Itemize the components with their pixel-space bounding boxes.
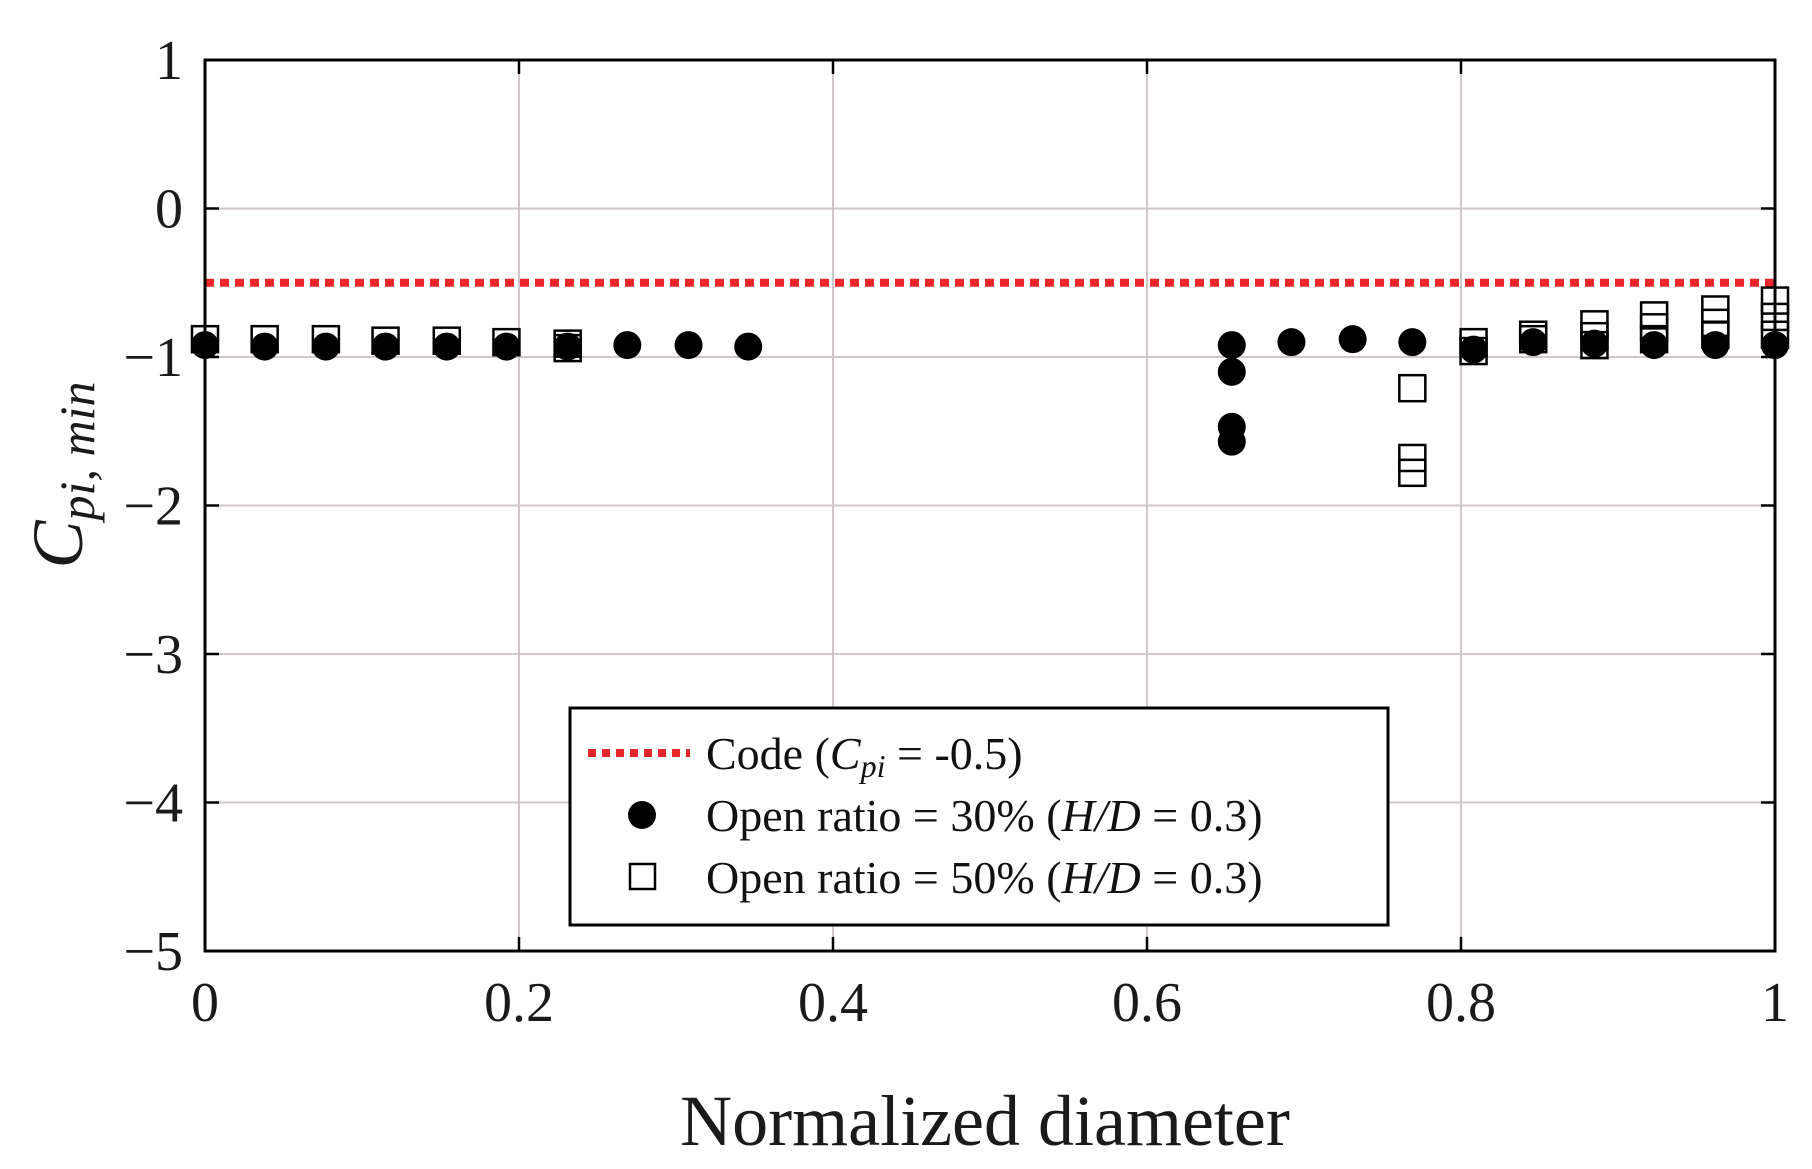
point-open-ratio-50: [190, 324, 220, 354]
point-open-ratio-30: [1701, 331, 1730, 360]
legend-50-marker: [628, 862, 657, 891]
x-tick-label: 1: [1761, 972, 1789, 1034]
point-open-ratio-30: [553, 332, 582, 361]
x-tick-label: 0.8: [1426, 972, 1496, 1034]
y-tick-label: −5: [123, 921, 183, 983]
point-open-ratio-50: [311, 324, 341, 354]
point-open-ratio-30: [492, 332, 521, 361]
point-open-ratio-30: [432, 332, 461, 361]
y-tick-label: 1: [155, 30, 183, 92]
point-open-ratio-50: [492, 327, 521, 357]
y-tick-label: −4: [123, 773, 183, 835]
point-open-ratio-30: [1338, 325, 1367, 354]
point-open-ratio-30: [1217, 357, 1246, 386]
x-tick-label: 0: [191, 972, 219, 1034]
axis-ticks: 0 0.2 0.4 0.6 0.8 1 1 0 −1 −2 −3 −4 −5: [123, 30, 1789, 1034]
legend-code-label: Code (Cpi = -0.5): [706, 728, 1023, 784]
point-open-ratio-50: [250, 324, 279, 354]
y-tick-label: 0: [155, 179, 183, 241]
y-tick-label: −3: [123, 624, 183, 686]
point-open-ratio-50: [1760, 320, 1790, 349]
y-axis-title-main: C: [18, 519, 98, 568]
point-open-ratio-50: [1518, 324, 1548, 354]
point-open-ratio-50: [1398, 443, 1427, 473]
point-open-ratio-50: [1760, 286, 1790, 315]
point-open-ratio-50: [553, 333, 582, 363]
point-open-ratio-30: [371, 332, 400, 361]
legend-30-label: Open ratio = 30% (H/D = 0.3): [706, 790, 1263, 841]
point-open-ratio-30: [1580, 329, 1609, 358]
x-tick-label: 0.4: [798, 972, 868, 1034]
legend-50-label: Open ratio = 50% (H/D = 0.3): [706, 852, 1263, 903]
point-open-ratio-30: [734, 332, 763, 361]
legend-30-marker: [628, 801, 656, 829]
point-open-ratio-50: [1398, 373, 1427, 403]
point-open-ratio-50: [1760, 302, 1790, 332]
point-open-ratio-30: [674, 331, 703, 360]
x-tick-label: 0.2: [484, 972, 554, 1034]
point-open-ratio-50: [432, 326, 462, 355]
point-open-ratio-30: [613, 331, 642, 360]
point-open-ratio-50: [1580, 330, 1609, 360]
point-open-ratio-30: [1217, 331, 1246, 360]
data-markers: [190, 286, 1790, 488]
point-open-ratio-30: [1459, 335, 1488, 364]
point-open-ratio-30: [1217, 427, 1246, 456]
point-open-ratio-30: [1519, 328, 1548, 357]
point-open-ratio-50: [1701, 320, 1730, 349]
x-tick-label: 0.6: [1112, 972, 1182, 1034]
y-axis-title: Cpi, min: [18, 382, 105, 569]
point-open-ratio-30: [311, 332, 340, 361]
y-tick-label: −1: [123, 327, 183, 389]
x-axis-title: Normalized diameter: [680, 1081, 1290, 1161]
point-open-ratio-30: [1761, 331, 1789, 360]
point-open-ratio-30: [191, 331, 219, 360]
y-axis-title-sub: pi, min: [49, 382, 105, 524]
legend-box: [568, 706, 1390, 927]
y-tick-label: −2: [123, 476, 183, 538]
point-open-ratio-30: [250, 332, 279, 361]
point-open-ratio-30: [1398, 328, 1427, 357]
legend: Code (Cpi = -0.5) Open ratio = 30% (H/D …: [568, 706, 1390, 927]
point-open-ratio-50: [1639, 324, 1669, 354]
point-open-ratio-30: [1640, 331, 1669, 360]
point-open-ratio-50: [1398, 458, 1427, 488]
point-open-ratio-50: [371, 326, 400, 355]
point-open-ratio-30: [1277, 328, 1306, 357]
point-open-ratio-50: [1459, 336, 1488, 366]
